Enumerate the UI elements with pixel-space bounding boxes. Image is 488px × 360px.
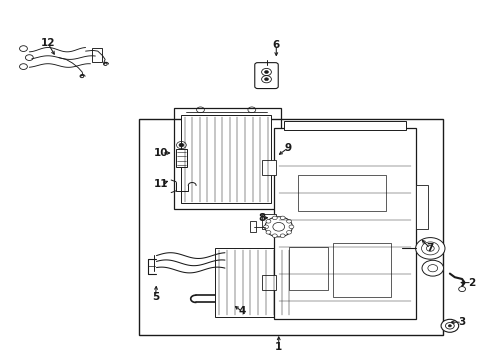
Circle shape (272, 222, 284, 231)
Text: 2: 2 (468, 278, 474, 288)
Circle shape (288, 225, 293, 229)
Bar (139, 119, 442, 335)
Circle shape (20, 64, 27, 69)
Circle shape (179, 143, 183, 147)
Bar (92, 48, 102, 62)
Circle shape (421, 260, 443, 276)
Bar (288, 247, 327, 290)
Circle shape (272, 216, 277, 220)
Bar (173, 108, 281, 209)
Circle shape (264, 217, 292, 237)
Circle shape (265, 230, 270, 234)
Text: 6: 6 (272, 40, 279, 50)
Circle shape (421, 242, 438, 255)
Bar (415, 185, 427, 229)
Bar (261, 214, 276, 229)
Circle shape (447, 325, 450, 327)
Circle shape (445, 323, 453, 329)
Bar (181, 115, 271, 203)
Bar (176, 149, 186, 167)
Circle shape (25, 55, 33, 60)
Circle shape (286, 220, 291, 223)
Circle shape (415, 238, 444, 259)
Circle shape (272, 234, 277, 238)
Bar (332, 243, 390, 297)
Text: 7: 7 (426, 243, 433, 253)
Text: 9: 9 (285, 143, 291, 153)
Circle shape (280, 234, 285, 238)
Circle shape (263, 225, 268, 229)
Circle shape (458, 287, 465, 292)
Bar (215, 248, 293, 317)
FancyBboxPatch shape (254, 63, 278, 89)
Circle shape (286, 230, 291, 234)
Text: 1: 1 (275, 342, 282, 352)
Bar (250, 221, 256, 232)
Circle shape (20, 46, 27, 51)
Circle shape (426, 246, 433, 251)
Text: 5: 5 (152, 292, 159, 302)
Bar (261, 160, 276, 175)
Text: 8: 8 (258, 213, 264, 223)
Circle shape (427, 265, 437, 272)
Text: 12: 12 (41, 38, 55, 48)
Text: 11: 11 (154, 179, 168, 189)
Circle shape (440, 319, 458, 332)
Text: 4: 4 (238, 306, 245, 316)
Bar (261, 275, 276, 290)
Bar (298, 175, 386, 211)
Circle shape (265, 220, 270, 223)
Bar (283, 121, 405, 130)
Circle shape (264, 71, 268, 73)
Text: 3: 3 (458, 317, 465, 327)
Text: 10: 10 (154, 148, 168, 158)
Circle shape (264, 78, 268, 81)
Circle shape (280, 216, 285, 220)
Bar (273, 128, 415, 319)
